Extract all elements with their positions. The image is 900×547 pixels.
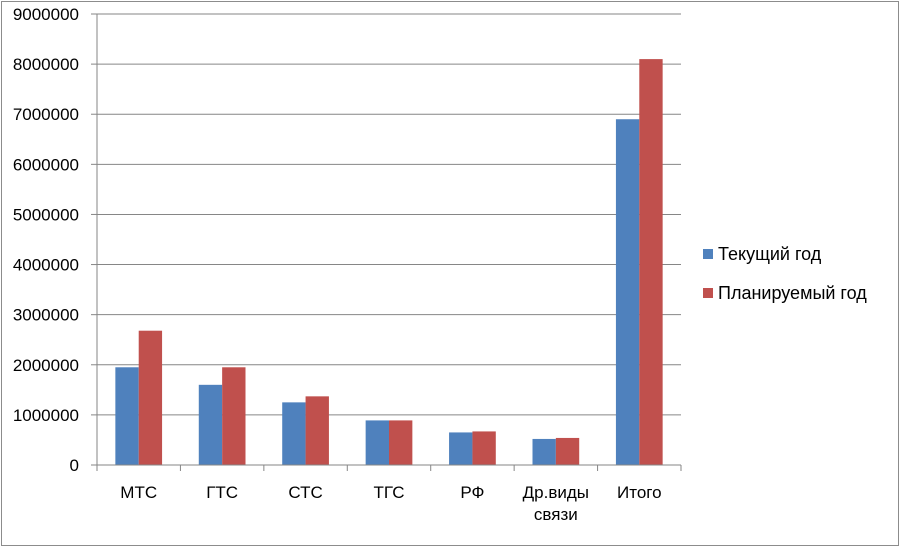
- y-tick-label: 9000000: [13, 5, 79, 24]
- bar-current-year: [615, 119, 640, 465]
- legend-swatch: [703, 249, 713, 259]
- x-tick-labels: МТС ГТС СТС ТГС РФ Др.виды связи Итого: [120, 483, 661, 524]
- legend-label: Планируемый год: [718, 283, 867, 303]
- y-tick-label: 6000000: [13, 155, 79, 174]
- bar-planned-year: [472, 431, 496, 465]
- x-tick-label: связи: [534, 505, 578, 524]
- y-tick-labels: 0 1000000 2000000 3000000 4000000 5000000 6000…: [13, 5, 79, 475]
- bar-planned-year: [555, 437, 580, 465]
- x-tick-label: ТГС: [373, 483, 404, 502]
- bar-current-year: [198, 384, 223, 465]
- bar-current-year: [115, 367, 139, 465]
- x-tick-label: РФ: [460, 483, 484, 502]
- bar-current-year: [282, 402, 306, 465]
- bar-planned-year: [222, 367, 246, 465]
- x-tick-label: Итого: [617, 483, 662, 502]
- bars: [115, 59, 663, 465]
- bar-current-year: [449, 432, 473, 465]
- legend: Текущий год Планируемый год: [703, 244, 867, 303]
- y-tick-label: 3000000: [13, 306, 79, 325]
- y-tick-label: 2000000: [13, 356, 79, 375]
- legend-swatch: [703, 288, 713, 298]
- y-tick-label: 1000000: [13, 406, 79, 425]
- bar-planned-year: [138, 330, 163, 465]
- y-tick-label: 0: [70, 456, 79, 475]
- y-tick-label: 5000000: [13, 205, 79, 224]
- x-tick-label: МТС: [120, 483, 157, 502]
- bar-current-year: [532, 438, 556, 465]
- bar-current-year: [365, 420, 389, 465]
- bar-planned-year: [389, 420, 413, 465]
- x-tick-label: Др.виды: [523, 483, 589, 502]
- y-tick-label: 7000000: [13, 105, 79, 124]
- bar-planned-year: [639, 59, 663, 465]
- y-tick-label: 8000000: [13, 55, 79, 74]
- axes: [91, 13, 682, 471]
- gridlines: [97, 13, 681, 416]
- x-tick-label: СТС: [288, 483, 322, 502]
- legend-label: Текущий год: [718, 244, 822, 264]
- y-tick-label: 4000000: [13, 256, 79, 275]
- x-tick-label: ГТС: [206, 483, 238, 502]
- bar-planned-year: [305, 396, 329, 465]
